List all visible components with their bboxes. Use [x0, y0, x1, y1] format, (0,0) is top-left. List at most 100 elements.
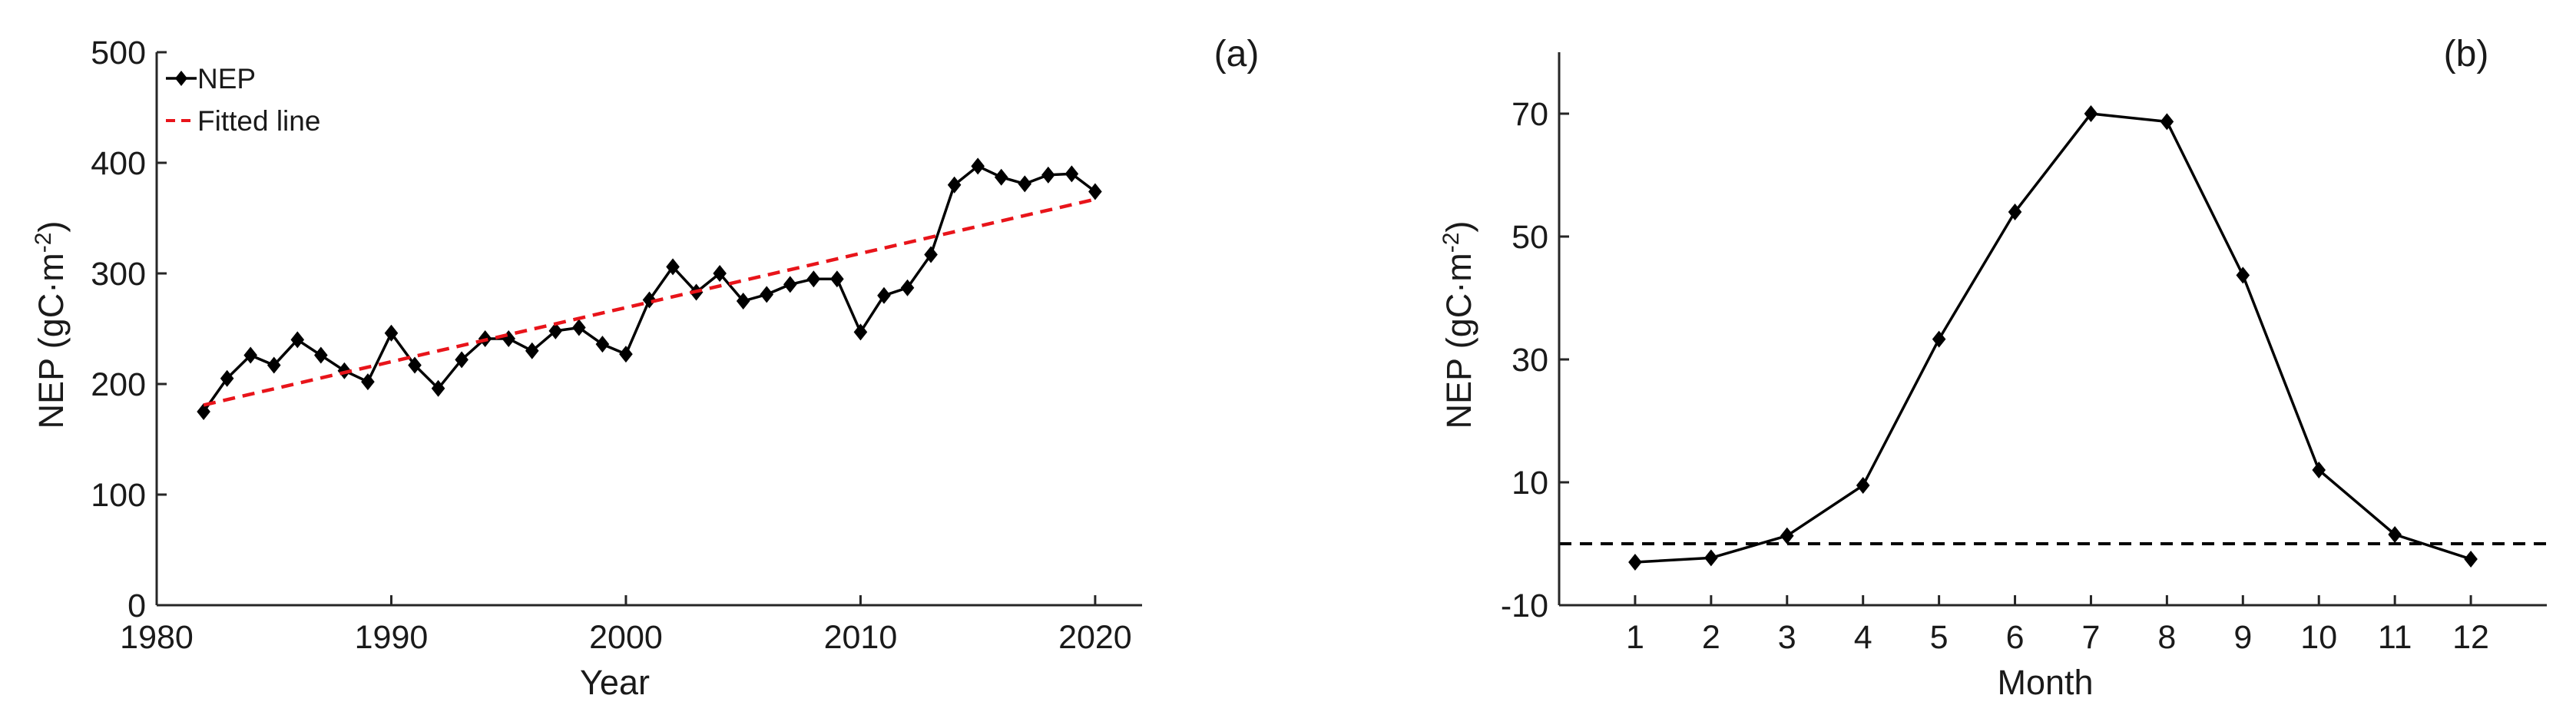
y-tick-label-a: 400 — [91, 145, 146, 182]
axes-a: 0 100 200 300 400 500 1980 1990 2000 2010 2020 — [91, 35, 1142, 656]
y-axis-title-a-base: NEP (gC·m — [31, 253, 71, 429]
data-point-a — [877, 286, 891, 304]
y-tick-label-a: 500 — [91, 35, 146, 71]
data-point-b — [1780, 527, 1794, 545]
data-point-a — [1018, 175, 1032, 193]
x-tick-label-b: 3 — [1778, 619, 1796, 656]
panel-label-b: (b) — [2444, 34, 2489, 74]
data-point-b — [2160, 113, 2174, 131]
data-point-a — [1088, 183, 1102, 200]
series-layer-a — [197, 157, 1102, 420]
legend-a: NEP Fitted line — [166, 63, 320, 137]
data-point-a — [431, 379, 445, 397]
x-tick-label-a: 2000 — [589, 619, 663, 656]
data-point-b — [2464, 551, 2478, 568]
y-tick-label-a: 100 — [91, 477, 146, 514]
nep-line-b — [1634, 112, 2472, 564]
data-point-a — [713, 265, 727, 282]
data-point-a — [806, 270, 821, 288]
y-axis-title-b-base: NEP (gC·m — [1439, 253, 1478, 429]
data-point-a — [548, 322, 563, 339]
x-tick-label-b: 11 — [2378, 619, 2412, 656]
y-axis-title-a: NEP (gC·m-2) — [31, 221, 71, 429]
y-tick-label-a: 200 — [91, 366, 146, 403]
y-tick-label-b: -10 — [1501, 588, 1548, 624]
series-layer-b — [1559, 105, 2547, 571]
data-point-b — [2312, 462, 2326, 478]
data-point-b — [1628, 554, 1642, 571]
legend-item-nep: NEP — [166, 63, 256, 94]
y-tick-label-a: 0 — [127, 588, 146, 624]
data-point-a — [853, 323, 868, 341]
data-point-a — [642, 291, 657, 309]
legend-label-nep: NEP — [197, 63, 256, 94]
y-axis-title-b-exponent: -2 — [1439, 233, 1464, 253]
y-tick-label-b: 50 — [1511, 219, 1548, 256]
data-point-a — [736, 293, 750, 310]
x-tick-label-b: 12 — [2452, 619, 2489, 656]
panel-label-a: (a) — [1214, 34, 1260, 74]
legend-item-fitted: Fitted line — [166, 105, 320, 137]
data-point-a — [197, 403, 210, 420]
data-point-a — [1065, 165, 1079, 183]
data-point-b — [2388, 526, 2402, 543]
data-point-a — [455, 351, 469, 369]
data-point-a — [830, 270, 844, 288]
legend-label-fitted: Fitted line — [197, 105, 320, 137]
x-tick-label-a: 1990 — [355, 619, 429, 656]
data-point-a — [760, 286, 774, 303]
data-point-a — [384, 324, 399, 342]
data-point-b — [1856, 477, 1870, 494]
x-tick-label-a: 2020 — [1058, 619, 1132, 656]
data-point-a — [220, 369, 234, 387]
data-point-a — [1041, 166, 1055, 184]
y-axis-title-a-exponent: -2 — [31, 233, 56, 253]
data-point-a — [924, 246, 938, 263]
x-tick-label-b: 5 — [1930, 619, 1949, 656]
data-point-a — [595, 336, 610, 353]
y-axis-title-b: NEP (gC·m-2) — [1439, 221, 1479, 429]
chart-panel-a: 0 100 200 300 400 500 1980 1990 2000 2010 2020 (a)… — [31, 34, 1260, 702]
x-tick-label-b: 10 — [2300, 619, 2337, 656]
data-point-a — [267, 356, 281, 374]
data-point-a — [408, 356, 422, 374]
data-point-a — [666, 258, 680, 276]
x-tick-label-b: 1 — [1626, 619, 1644, 656]
data-point-a — [971, 157, 985, 175]
x-tick-label-a: 2010 — [824, 619, 898, 656]
x-tick-label-b: 6 — [2006, 619, 2025, 656]
data-point-a — [525, 342, 539, 359]
y-tick-label-a: 300 — [91, 256, 146, 293]
legend-marker-nep — [175, 71, 187, 86]
data-point-b — [1704, 549, 1718, 567]
data-point-b — [1932, 330, 1946, 348]
data-point-a — [243, 346, 257, 364]
data-point-a — [572, 319, 586, 336]
data-point-a — [314, 346, 328, 364]
y-tick-label-b: 30 — [1511, 342, 1548, 379]
x-tick-label-b: 2 — [1702, 619, 1720, 656]
data-point-a — [900, 279, 915, 296]
x-tick-label-b: 7 — [2082, 619, 2101, 656]
x-tick-label-b: 9 — [2233, 619, 2252, 656]
data-point-a — [361, 373, 375, 391]
y-tick-label-b: 70 — [1511, 96, 1548, 133]
x-tick-label-b: 4 — [1854, 619, 1872, 656]
data-point-a — [994, 168, 1008, 186]
y-axis-title-b-close: ) — [1439, 221, 1478, 233]
data-point-a — [290, 331, 305, 349]
data-point-a — [783, 276, 797, 293]
fitted-line-line-a — [203, 197, 1096, 407]
data-point-b — [2236, 266, 2250, 284]
x-tick-label-a: 1980 — [120, 619, 194, 656]
y-tick-label-b: 10 — [1511, 465, 1548, 502]
y-axis-title-a-close: ) — [31, 221, 71, 233]
data-point-b — [2008, 204, 2022, 220]
x-axis-title-a: Year — [580, 663, 650, 702]
x-axis-title-b: Month — [1997, 663, 2093, 702]
data-point-b — [2084, 105, 2098, 122]
data-point-a — [619, 346, 633, 363]
